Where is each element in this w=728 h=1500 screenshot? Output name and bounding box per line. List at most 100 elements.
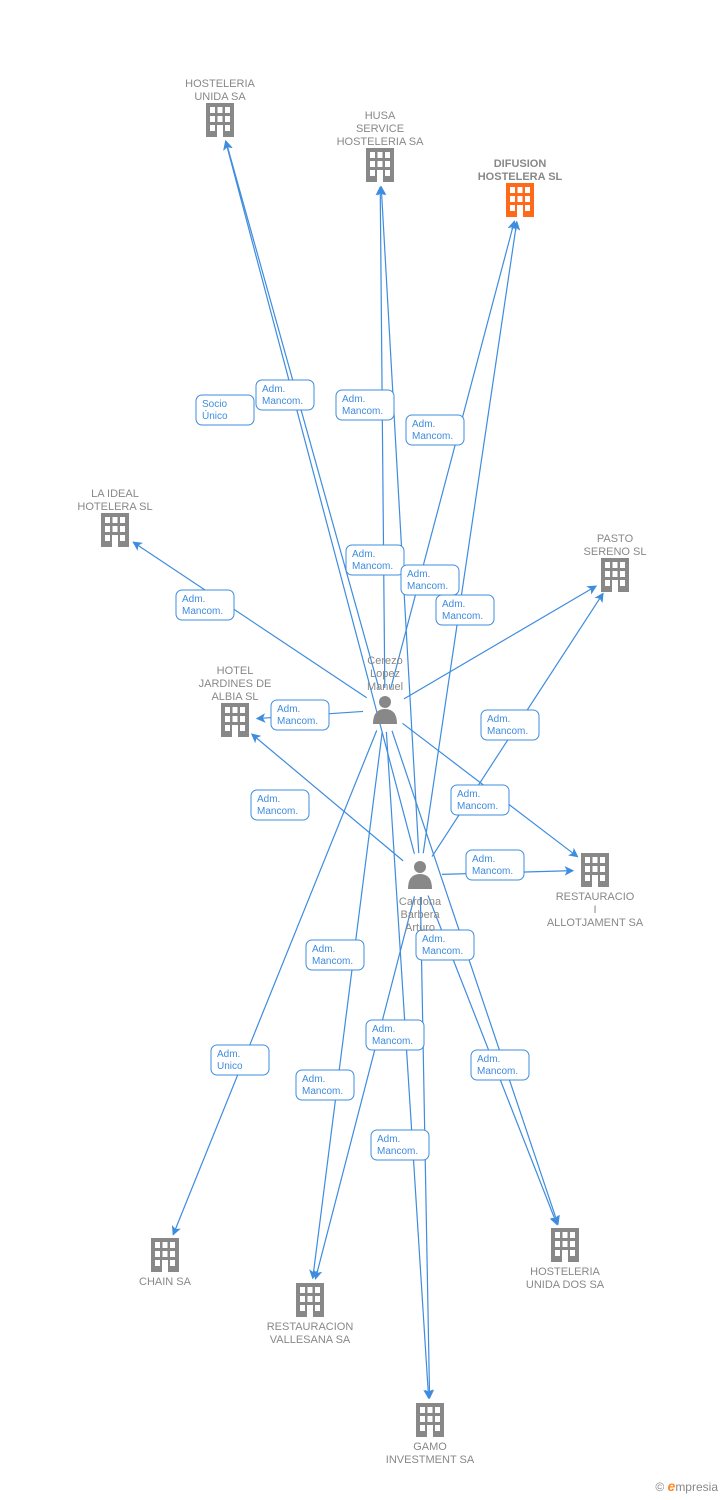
svg-text:Mancom.: Mancom. xyxy=(372,1036,413,1047)
edge-label: Adm.Mancom. xyxy=(401,565,459,595)
edge-label: SocioÚnico xyxy=(196,395,254,425)
svg-text:Adm.: Adm. xyxy=(302,1074,325,1085)
node-label: Cerezo xyxy=(367,655,402,667)
building-icon xyxy=(221,703,249,737)
node-label: Lopez xyxy=(370,668,400,680)
svg-text:Adm.: Adm. xyxy=(457,789,480,800)
svg-text:Mancom.: Mancom. xyxy=(407,581,448,592)
copyright: © empresia xyxy=(655,1478,718,1494)
node-label: UNIDA SA xyxy=(194,91,246,103)
edge xyxy=(423,222,517,853)
svg-text:Adm.: Adm. xyxy=(277,704,300,715)
svg-text:Mancom.: Mancom. xyxy=(182,606,223,617)
svg-text:Adm.: Adm. xyxy=(342,394,365,405)
edge-label: Adm.Mancom. xyxy=(306,940,364,970)
node-label: Barbera xyxy=(400,909,440,921)
edge-label: Adm.Mancom. xyxy=(346,545,404,575)
company-node[interactable]: CHAIN SA xyxy=(139,1238,192,1288)
edge-label: Adm.Mancom. xyxy=(406,415,464,445)
company-node[interactable]: GAMOINVESTMENT SA xyxy=(386,1403,475,1466)
node-label: VALLESANA SA xyxy=(270,1334,351,1346)
svg-text:Mancom.: Mancom. xyxy=(342,406,383,417)
node-label: HUSA xyxy=(365,110,396,122)
node-label: RESTAURACION xyxy=(267,1321,354,1333)
svg-text:Mancom.: Mancom. xyxy=(352,561,393,572)
node-label: DIFUSION xyxy=(494,158,547,170)
node-label: INVESTMENT SA xyxy=(386,1454,475,1466)
building-icon xyxy=(581,853,609,887)
node-label: HOTELERA SL xyxy=(77,501,152,513)
edge-label: Adm.Mancom. xyxy=(481,710,539,740)
svg-text:Unico: Unico xyxy=(217,1061,243,1072)
svg-text:Adm.: Adm. xyxy=(442,599,465,610)
svg-text:Mancom.: Mancom. xyxy=(487,726,528,737)
company-node[interactable]: HUSASERVICEHOSTELERIA SA xyxy=(337,110,424,182)
node-label: I xyxy=(593,904,596,916)
node-label: UNIDA DOS SA xyxy=(526,1279,605,1291)
svg-text:Mancom.: Mancom. xyxy=(377,1146,418,1157)
company-node[interactable]: DIFUSIONHOSTELERA SL xyxy=(478,158,563,217)
edge-label: Adm.Mancom. xyxy=(436,595,494,625)
node-label: JARDINES DE xyxy=(199,678,272,690)
svg-text:Mancom.: Mancom. xyxy=(312,956,353,967)
company-node[interactable]: HOSTELERIAUNIDA SA xyxy=(185,78,255,137)
edge-label: Adm.Mancom. xyxy=(176,590,234,620)
svg-text:Mancom.: Mancom. xyxy=(277,716,318,727)
network-diagram: SocioÚnicoAdm.Mancom.Adm.Mancom.Adm.Manc… xyxy=(0,0,728,1500)
company-node[interactable]: HOSTELERIAUNIDA DOS SA xyxy=(526,1228,605,1291)
edge-label: Adm.Mancom. xyxy=(466,850,524,880)
svg-text:Adm.: Adm. xyxy=(257,794,280,805)
company-node[interactable]: LA IDEALHOTELERA SL xyxy=(77,488,152,547)
person-node[interactable]: CardonaBarberaArturo xyxy=(399,861,442,934)
svg-text:Adm.: Adm. xyxy=(407,569,430,580)
svg-text:Adm.: Adm. xyxy=(182,594,205,605)
node-label: Arturo xyxy=(405,922,435,934)
node-label: ALBIA SL xyxy=(211,691,258,703)
person-icon xyxy=(408,861,432,889)
svg-text:Mancom.: Mancom. xyxy=(422,946,463,957)
node-label: HOTEL xyxy=(217,665,254,677)
person-node[interactable]: CerezoLopezManuel xyxy=(367,655,403,724)
svg-text:Mancom.: Mancom. xyxy=(457,801,498,812)
node-label: SERENO SL xyxy=(584,546,647,558)
company-node[interactable]: RESTAURACIONVALLESANA SA xyxy=(267,1283,354,1346)
node-label: CHAIN SA xyxy=(139,1276,192,1288)
svg-text:Adm.: Adm. xyxy=(217,1049,240,1060)
edge-label: Adm.Unico xyxy=(211,1045,269,1075)
svg-text:Adm.: Adm. xyxy=(352,549,375,560)
node-label: HOSTELERIA xyxy=(185,78,255,90)
node-label: RESTAURACIO xyxy=(556,891,635,903)
brand-rest: mpresia xyxy=(675,1480,718,1494)
svg-text:Adm.: Adm. xyxy=(477,1054,500,1065)
edge xyxy=(380,187,385,688)
edge-label: Adm.Mancom. xyxy=(451,785,509,815)
node-label: HOSTELERIA SA xyxy=(337,136,424,148)
edge-label: Adm.Mancom. xyxy=(366,1020,424,1050)
node-label: SERVICE xyxy=(356,123,404,135)
node-label: Manuel xyxy=(367,681,403,693)
building-icon xyxy=(101,513,129,547)
svg-text:Mancom.: Mancom. xyxy=(257,806,298,817)
svg-text:Adm.: Adm. xyxy=(312,944,335,955)
edge-label: Adm.Mancom. xyxy=(296,1070,354,1100)
svg-text:Adm.: Adm. xyxy=(372,1024,395,1035)
svg-text:Mancom.: Mancom. xyxy=(412,431,453,442)
svg-text:Mancom.: Mancom. xyxy=(442,611,483,622)
svg-text:Socio: Socio xyxy=(202,399,227,410)
edge-label: Adm.Mancom. xyxy=(251,790,309,820)
company-node[interactable]: RESTAURACIOIALLOTJAMENT SA xyxy=(547,853,644,929)
node-label: PASTO xyxy=(597,533,634,545)
edge-label: Adm.Mancom. xyxy=(271,700,329,730)
svg-text:Único: Único xyxy=(202,409,228,422)
node-label: HOSTELERIA xyxy=(530,1266,600,1278)
node-label: Cardona xyxy=(399,896,442,908)
company-node[interactable]: PASTOSERENO SL xyxy=(584,533,647,592)
svg-text:Adm.: Adm. xyxy=(422,934,445,945)
building-icon xyxy=(366,148,394,182)
company-node[interactable]: HOTELJARDINES DEALBIA SL xyxy=(199,665,272,737)
copyright-symbol: © xyxy=(655,1480,664,1494)
edge xyxy=(226,141,415,853)
svg-text:Mancom.: Mancom. xyxy=(262,396,303,407)
edge-label: Adm.Mancom. xyxy=(336,390,394,420)
edge xyxy=(404,586,596,699)
